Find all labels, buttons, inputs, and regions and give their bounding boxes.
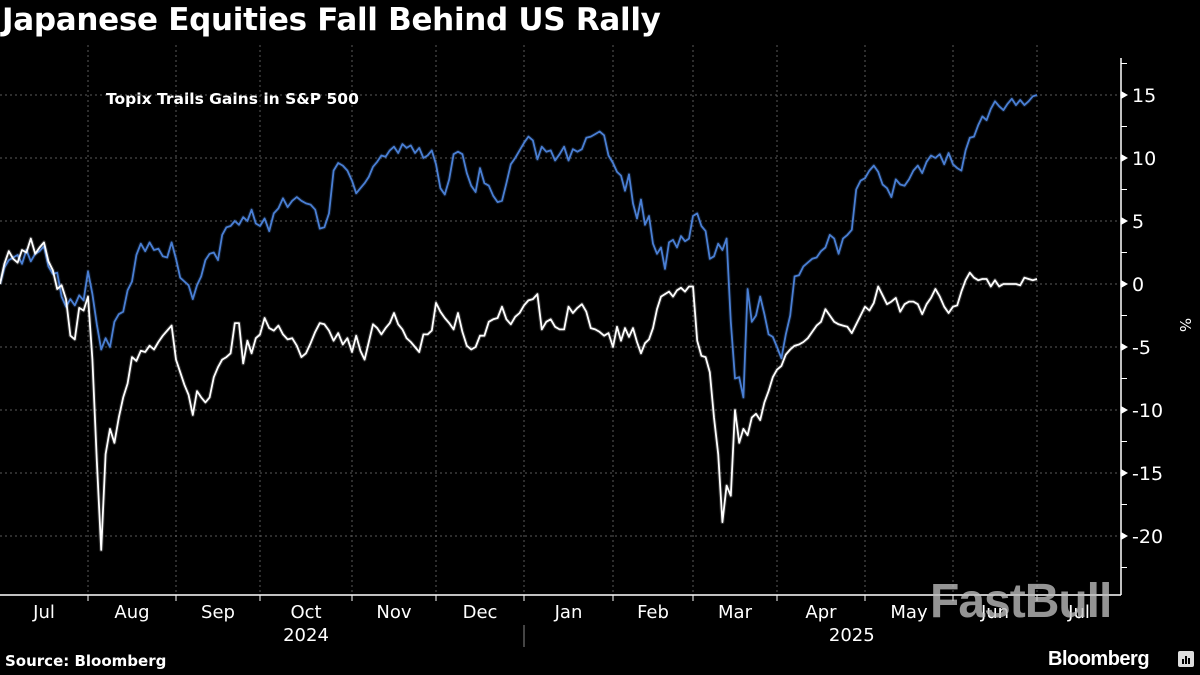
gridlines <box>0 45 1121 595</box>
x-axis: Jul Aug Sep Oct Nov Dec Jan Feb Mar Apr May Jun Jul 2… <box>0 594 1121 647</box>
series-glow-topix <box>0 236 1038 552</box>
source-note: Source: Bloomberg <box>5 652 167 670</box>
x-tick-label: Oct <box>290 602 321 623</box>
y-tick-label: -15 <box>1132 463 1163 485</box>
x-tick-label: Aug <box>114 602 149 623</box>
x-year-label: 2024 <box>283 625 329 646</box>
watermark: FastBull <box>930 575 1112 628</box>
series-line-s-p-500 <box>0 94 1038 399</box>
x-tick-label: May <box>890 602 928 623</box>
y-tick-marker <box>1121 91 1128 99</box>
series-lines <box>0 93 1038 552</box>
y-tick-label: 15 <box>1132 85 1156 107</box>
y-axis: 15 10 5 0 -5 -10 -15 -20 <box>1120 58 1163 595</box>
chart-subtitle: Topix Trails Gains in S&P 500 <box>106 90 359 108</box>
y-axis-unit-label: % <box>1176 317 1195 333</box>
y-tick-label: -10 <box>1132 400 1163 422</box>
y-tick-label: -5 <box>1132 337 1151 359</box>
y-tick-label: 0 <box>1132 274 1144 296</box>
series-glow-s-p-500 <box>0 93 1038 400</box>
x-year-label: 2025 <box>829 625 875 646</box>
x-tick-label: Nov <box>376 602 411 623</box>
series-line-topix <box>0 237 1038 551</box>
y-tick-marker <box>1121 343 1128 351</box>
y-tick-marker <box>1121 154 1128 162</box>
x-tick-label: Jul <box>1067 602 1090 623</box>
y-tick-marker <box>1121 469 1128 477</box>
bar-chart-icon <box>1178 651 1194 667</box>
x-tick-label: Feb <box>637 602 669 623</box>
x-tick-label: Apr <box>805 602 837 623</box>
x-tick-label: Mar <box>718 602 753 623</box>
y-tick-label: -20 <box>1132 526 1163 548</box>
y-tick-marker <box>1121 280 1128 288</box>
y-tick-label: 5 <box>1132 211 1144 233</box>
x-tick-label: Jul <box>32 602 55 623</box>
x-tick-label: Sep <box>201 602 235 623</box>
x-tick-label: Dec <box>463 602 498 623</box>
y-tick-marker <box>1121 406 1128 414</box>
x-tick-label: Jun <box>980 602 1009 623</box>
brand-logo-text: Bloomberg <box>1048 648 1150 670</box>
y-tick-marker <box>1121 532 1128 540</box>
x-tick-label: Jan <box>554 602 583 623</box>
y-tick-label: 10 <box>1132 148 1156 170</box>
chart-title: Japanese Equities Fall Behind US Rally <box>2 2 661 38</box>
y-tick-marker <box>1121 217 1128 225</box>
